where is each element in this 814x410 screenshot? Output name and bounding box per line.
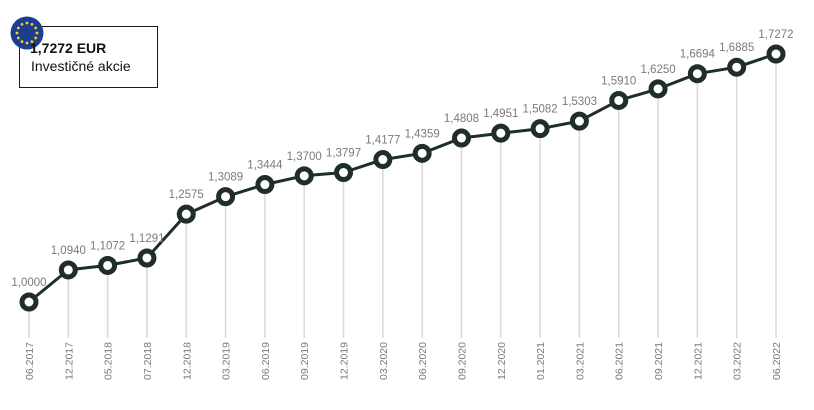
x-tick-label: 09.2019 bbox=[299, 342, 311, 380]
data-point bbox=[491, 123, 511, 143]
flag-star bbox=[16, 26, 20, 30]
data-label: 1,4951 bbox=[483, 108, 518, 120]
x-tick-label: 01.2021 bbox=[535, 342, 547, 380]
x-tick-label: 03.2021 bbox=[574, 342, 586, 380]
data-labels: 1,0000 1,0940 1,1072 1,1291 1,2575 1,3089 1,34… bbox=[11, 29, 793, 289]
data-point bbox=[687, 64, 707, 84]
data-label: 1,7272 bbox=[758, 29, 793, 41]
x-tick-label: 03.2019 bbox=[221, 342, 233, 380]
data-label: 1,5303 bbox=[562, 96, 597, 108]
flag-star bbox=[30, 40, 34, 44]
data-point bbox=[530, 119, 550, 139]
x-tick-label: 12.2017 bbox=[63, 342, 75, 380]
data-point bbox=[137, 248, 157, 268]
data-point bbox=[609, 90, 629, 110]
data-point bbox=[569, 111, 589, 131]
data-point bbox=[176, 204, 196, 224]
x-tick-label: 12.2019 bbox=[339, 342, 351, 380]
flag-star bbox=[34, 36, 38, 40]
flag-star bbox=[35, 31, 39, 35]
data-label: 1,4808 bbox=[444, 113, 479, 125]
flag-star bbox=[16, 36, 20, 40]
data-point bbox=[294, 166, 314, 186]
data-label: 1,6885 bbox=[719, 42, 754, 54]
data-label: 1,1072 bbox=[90, 240, 125, 252]
data-label: 1,3700 bbox=[287, 151, 322, 163]
data-point bbox=[19, 292, 39, 312]
x-tick-label: 09.2021 bbox=[653, 342, 665, 380]
data-point bbox=[412, 143, 432, 163]
data-label: 1,5082 bbox=[523, 104, 558, 116]
drop-lines bbox=[28, 54, 777, 338]
x-tick-label: 05.2018 bbox=[103, 342, 115, 380]
flag-star bbox=[25, 21, 29, 25]
x-axis-tick-labels: 06.2017 12.2017 05.2018 07.2018 12.2018 03.20… bbox=[24, 342, 783, 380]
data-label: 1,0940 bbox=[51, 245, 86, 257]
fund-name: Investičné akcie bbox=[31, 58, 131, 74]
x-tick-label: 03.2022 bbox=[732, 342, 744, 380]
data-label: 1,3797 bbox=[326, 148, 361, 160]
x-tick-label: 06.2019 bbox=[260, 342, 272, 380]
data-point bbox=[334, 163, 354, 183]
data-label: 1,2575 bbox=[169, 189, 204, 201]
flag-star bbox=[25, 41, 29, 45]
data-point bbox=[648, 79, 668, 99]
x-tick-label: 03.2020 bbox=[378, 342, 390, 380]
data-point bbox=[58, 260, 78, 280]
data-point bbox=[727, 57, 747, 77]
data-point bbox=[98, 255, 118, 275]
data-points bbox=[19, 44, 786, 312]
data-label: 1,5910 bbox=[601, 75, 636, 87]
x-tick-label: 07.2018 bbox=[142, 342, 154, 380]
flag-star bbox=[20, 40, 24, 44]
x-tick-label: 06.2022 bbox=[771, 342, 783, 380]
eu-flag-icon bbox=[10, 16, 44, 50]
x-tick-label: 06.2017 bbox=[24, 342, 36, 380]
data-label: 1,4359 bbox=[405, 128, 440, 140]
data-point bbox=[451, 128, 471, 148]
current-value: 1,7272 EUR bbox=[30, 40, 107, 56]
flag-star bbox=[20, 22, 24, 26]
flag-star bbox=[30, 22, 34, 26]
data-label: 1,6694 bbox=[680, 49, 716, 61]
flag-star bbox=[34, 26, 38, 30]
data-label: 1,4177 bbox=[365, 135, 400, 147]
data-label: 1,0000 bbox=[11, 277, 46, 289]
data-point bbox=[766, 44, 786, 64]
data-point bbox=[255, 175, 275, 195]
data-label: 1,1291 bbox=[129, 233, 164, 245]
data-point bbox=[216, 187, 236, 207]
data-label: 1,3444 bbox=[247, 160, 283, 172]
data-label: 1,3089 bbox=[208, 172, 243, 184]
x-tick-label: 12.2020 bbox=[496, 342, 508, 380]
data-point bbox=[373, 150, 393, 170]
flag-star bbox=[15, 31, 19, 35]
x-tick-label: 06.2020 bbox=[417, 342, 429, 380]
x-tick-label: 09.2020 bbox=[456, 342, 468, 380]
x-tick-label: 12.2021 bbox=[692, 342, 704, 380]
x-tick-label: 06.2021 bbox=[614, 342, 626, 380]
x-tick-label: 12.2018 bbox=[181, 342, 193, 380]
data-label: 1,6250 bbox=[640, 64, 675, 76]
